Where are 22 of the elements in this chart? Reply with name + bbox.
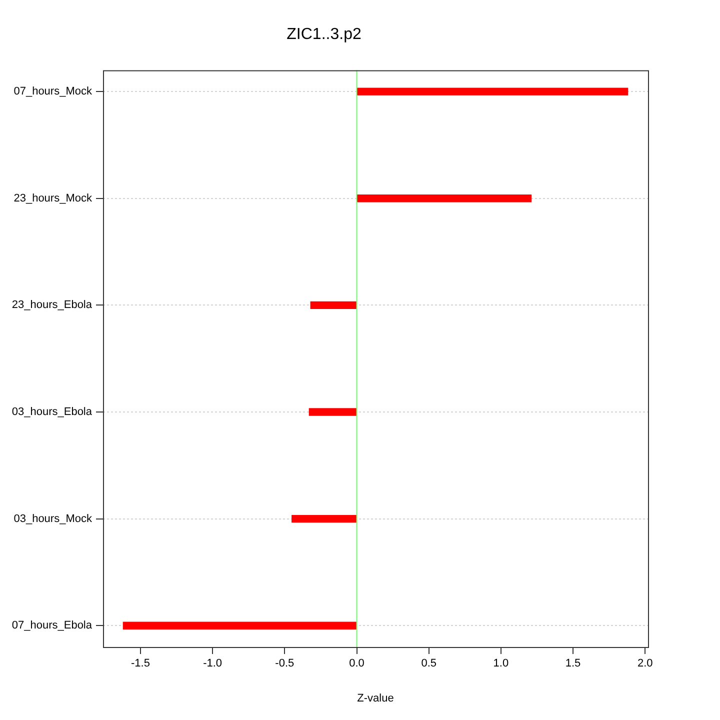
x-tick-label: -1.0 (203, 658, 222, 670)
bar (356, 194, 532, 202)
chart-title: ZIC1..3.p2 (286, 26, 362, 44)
y-tick-label: 07_hours_Ebola (12, 620, 93, 632)
bar (292, 514, 357, 523)
y-tick-label: 03_hours_Ebola (12, 406, 93, 418)
bar (308, 408, 357, 416)
x-tick-label: 1.0 (493, 658, 509, 670)
y-tick-label: 07_hours_Mock (14, 86, 92, 98)
x-axis-title: Z-value (357, 692, 394, 704)
bar (310, 301, 357, 310)
x-tick-label: 2.0 (637, 658, 653, 670)
x-tick-label: 0.0 (349, 658, 364, 670)
x-tick-label: -1.5 (131, 658, 150, 670)
x-tick-label: -0.5 (275, 658, 294, 670)
y-tick-label: 23_hours_Mock (14, 192, 92, 204)
y-tick-label: 23_hours_Ebola (12, 299, 93, 312)
x-tick-label: 1.5 (565, 658, 581, 670)
y-tick-label: 03_hours_Mock (14, 512, 92, 525)
bar (122, 622, 357, 630)
x-tick-label: 0.5 (421, 658, 436, 670)
bar (356, 88, 628, 96)
